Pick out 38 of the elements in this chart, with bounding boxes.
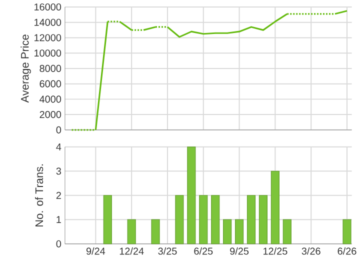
x-tick-label: 6/26 bbox=[338, 247, 356, 255]
x-tick-label: 3/25 bbox=[158, 247, 177, 255]
y-tick-label: 0 bbox=[56, 240, 62, 248]
x-tick-label: 9/24 bbox=[86, 247, 106, 255]
bar bbox=[258, 195, 268, 244]
x-tick-label: 12/25 bbox=[264, 247, 288, 255]
y-tick-label: 3 bbox=[56, 168, 62, 175]
y-tick-label: 16000 bbox=[34, 4, 62, 11]
y-tick-label: 10000 bbox=[34, 50, 62, 57]
y-tick-label: 14000 bbox=[34, 18, 62, 26]
bar bbox=[282, 219, 292, 244]
bar bbox=[342, 219, 352, 244]
bar bbox=[127, 219, 136, 244]
bar bbox=[187, 146, 196, 244]
y-tick-label: 2 bbox=[56, 192, 61, 199]
y-tick-label: 2000 bbox=[40, 111, 62, 118]
bar bbox=[103, 195, 112, 244]
x-tick-label: 3/26 bbox=[302, 247, 320, 255]
y-axis-title: No. of Trans. bbox=[35, 164, 44, 226]
y-tick-label: 0 bbox=[56, 126, 62, 134]
y-tick-label: 1 bbox=[56, 216, 61, 224]
bar bbox=[223, 219, 232, 244]
bar bbox=[151, 219, 160, 244]
x-tick-label: 12/24 bbox=[120, 247, 144, 255]
y-tick-label: 4 bbox=[56, 144, 62, 150]
y-tick-label: 8000 bbox=[40, 65, 62, 72]
bar bbox=[199, 195, 208, 244]
bar bbox=[211, 195, 220, 244]
y-tick-label: 6000 bbox=[40, 80, 62, 88]
bar bbox=[270, 170, 280, 244]
bar bbox=[175, 195, 184, 244]
x-tick-label: 9/25 bbox=[230, 247, 249, 255]
x-tick-label: 6/25 bbox=[194, 247, 213, 255]
bar bbox=[234, 219, 244, 244]
y-axis-title: Average Price bbox=[20, 34, 31, 103]
y-tick-label: 12000 bbox=[34, 34, 62, 42]
y-tick-label: 4000 bbox=[40, 96, 62, 103]
bar bbox=[246, 195, 256, 244]
